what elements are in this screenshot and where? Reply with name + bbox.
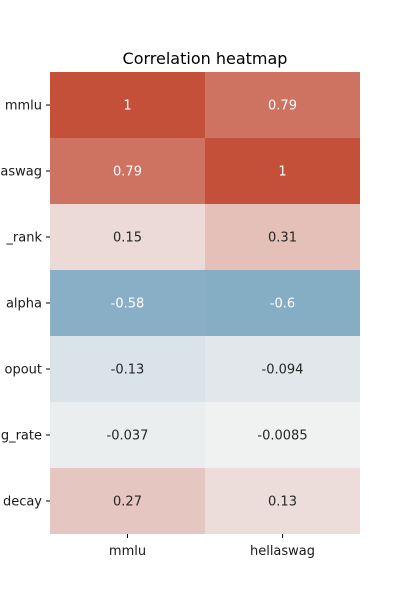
y-axis-tick-label: _rank [5,231,42,246]
y-axis-tick-label: g_rate [1,429,42,444]
heatmap-cell-value: -0.58 [111,297,145,312]
heatmap-cell-value: -0.037 [107,429,149,444]
heatmap-cell-value: -0.094 [262,363,304,378]
heatmap-cell-value: 1 [123,99,131,114]
heatmap-cell-value: 0.79 [268,99,297,114]
heatmap-cell-value: -0.6 [270,297,295,312]
heatmap-cell-value: 0.31 [268,231,297,246]
chart-title: Correlation heatmap [123,49,288,68]
x-axis-tick-label: hellaswag [250,544,315,559]
heatmap-cell-value: -0.13 [111,363,145,378]
x-axis-tick-label: mmlu [109,544,146,559]
y-axis-tick-label: mmlu [5,99,42,114]
heatmap-cell-value: 0.13 [268,495,297,510]
heatmap-cell-value: 0.15 [113,231,142,246]
y-axis-tick-label: aswag [0,165,42,180]
heatmap-cell-value: 1 [278,165,286,180]
heatmap-cells [50,72,360,534]
y-axis-tick-label: opout [5,363,43,378]
heatmap-cell-value: -0.0085 [257,429,307,444]
heatmap-cell-value: 0.79 [113,165,142,180]
y-axis-tick-label: alpha [6,297,42,312]
x-axis-tick-labels: mmlu hellaswag [109,534,315,559]
y-axis-tick-label: decay [3,495,42,510]
heatmap-cell-value: 0.27 [113,495,142,510]
